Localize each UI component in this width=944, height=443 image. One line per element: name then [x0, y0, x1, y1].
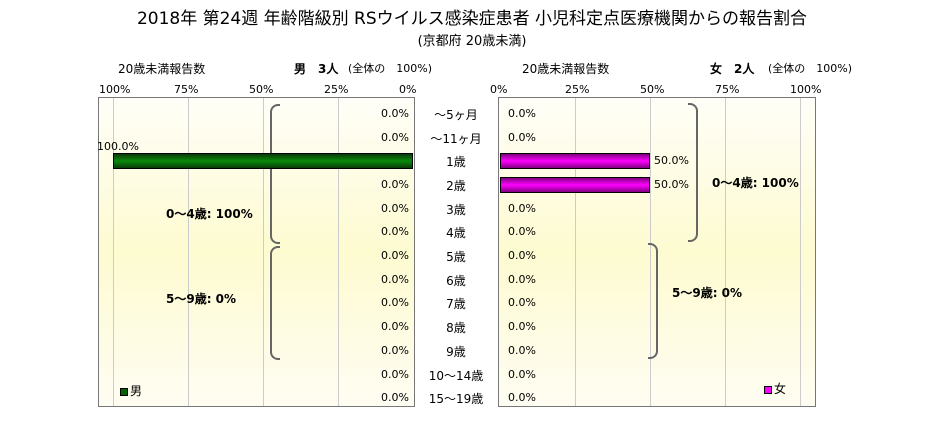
- legend-female-swatch: [764, 385, 772, 394]
- female-value-label: 0.0%: [508, 225, 536, 239]
- female-gridline: [575, 98, 576, 406]
- category-label: 7歳: [446, 297, 466, 312]
- male-value-label: 0.0%: [381, 106, 409, 120]
- female-value-label: 0.0%: [508, 130, 536, 144]
- female-value-label: 0.0%: [508, 106, 536, 120]
- male-count: 男 3人: [294, 62, 339, 76]
- female-tick-label: 100%: [790, 83, 822, 96]
- male-value-label: 0.0%: [381, 296, 409, 310]
- category-label: 5歳: [446, 250, 466, 265]
- male-value-label: 100.0%: [97, 140, 139, 154]
- category-label: 9歳: [446, 344, 466, 359]
- category-label: 2歳: [446, 178, 466, 193]
- male-gridline: [338, 98, 339, 406]
- male-group-0-4-label: 0～4歳: 100%: [166, 207, 253, 221]
- female-tick-label: 25%: [565, 83, 590, 96]
- male-value-label: 0.0%: [381, 177, 409, 191]
- female-gridline: [725, 98, 726, 406]
- category-label: 4歳: [446, 226, 466, 241]
- female-value-label: 50.0%: [654, 177, 689, 191]
- male-value-label: 0.0%: [381, 130, 409, 144]
- female-count: 女 2人: [710, 62, 755, 76]
- female-group-5-9-label: 5～9歳: 0%: [672, 286, 743, 300]
- female-header-label: 20歳未満報告数: [522, 62, 610, 76]
- male-header-label: 20歳未満報告数: [118, 62, 206, 76]
- male-gridline: [263, 98, 264, 406]
- female-gridline: [650, 98, 651, 406]
- female-tick-label: 75%: [715, 83, 740, 96]
- male-share: (全体の 100%): [348, 62, 433, 75]
- male-value-label: 0.0%: [381, 201, 409, 215]
- legend-female: 女: [764, 380, 786, 397]
- male-tick-label: 75%: [174, 83, 199, 96]
- category-label: 8歳: [446, 321, 466, 336]
- chart-title: 2018年 第24週 年齢階級別 RSウイルス感染症患者 小児科定点医療機関から…: [136, 9, 808, 29]
- female-value-label: 0.0%: [508, 296, 536, 310]
- male-tick-label: 0%: [399, 83, 417, 96]
- male-bar: [113, 153, 413, 170]
- male-group-5-9-label: 5～9歳: 0%: [166, 292, 237, 306]
- female-bar: [500, 176, 650, 193]
- male-gridline: [113, 98, 114, 406]
- female-tick-label: 50%: [640, 83, 665, 96]
- male-value-label: 0.0%: [381, 367, 409, 381]
- category-label: 15～19歳: [428, 392, 484, 407]
- female-value-label: 0.0%: [508, 320, 536, 334]
- male-value-label: 0.0%: [381, 391, 409, 405]
- legend-male-swatch: [120, 387, 128, 396]
- male-tick-label: 25%: [324, 83, 349, 96]
- female-value-label: 50.0%: [654, 154, 689, 168]
- female-value-label: 0.0%: [508, 249, 536, 263]
- female-value-label: 0.0%: [508, 272, 536, 286]
- female-tick-label: 0%: [490, 83, 508, 96]
- category-label: 3歳: [446, 202, 466, 217]
- male-bracket-5-9: [270, 246, 280, 360]
- male-gridline: [188, 98, 189, 406]
- female-value-label: 0.0%: [508, 201, 536, 215]
- male-plot-area: [98, 97, 415, 407]
- category-label: 10～14歳: [428, 368, 484, 383]
- female-value-label: 0.0%: [508, 367, 536, 381]
- male-tick-label: 50%: [249, 83, 274, 96]
- legend-female-label: 女: [774, 382, 787, 396]
- male-value-label: 0.0%: [381, 249, 409, 263]
- female-share: (全体の 100%): [768, 62, 853, 75]
- category-label: 6歳: [446, 273, 466, 288]
- male-value-label: 0.0%: [381, 320, 409, 334]
- chart-subtitle: (京都府 20歳未満): [417, 34, 527, 49]
- male-value-label: 0.0%: [381, 225, 409, 239]
- female-value-label: 0.0%: [508, 343, 536, 357]
- female-group-0-4-label: 0～4歳: 100%: [712, 176, 799, 190]
- female-bar: [500, 153, 650, 170]
- male-value-label: 0.0%: [381, 272, 409, 286]
- legend-male: 男: [120, 382, 142, 399]
- male-tick-label: 100%: [99, 83, 131, 96]
- female-gridline: [800, 98, 801, 406]
- category-label: ～11ヶ月: [430, 131, 482, 146]
- female-value-label: 0.0%: [508, 391, 536, 405]
- male-bracket-0-4: [270, 104, 280, 244]
- female-bracket-0-4: [688, 103, 698, 242]
- legend-male-label: 男: [130, 384, 143, 398]
- category-label: 1歳: [446, 155, 466, 170]
- female-bracket-5-9: [648, 243, 658, 359]
- male-value-label: 0.0%: [381, 343, 409, 357]
- category-label: ～5ヶ月: [434, 107, 478, 122]
